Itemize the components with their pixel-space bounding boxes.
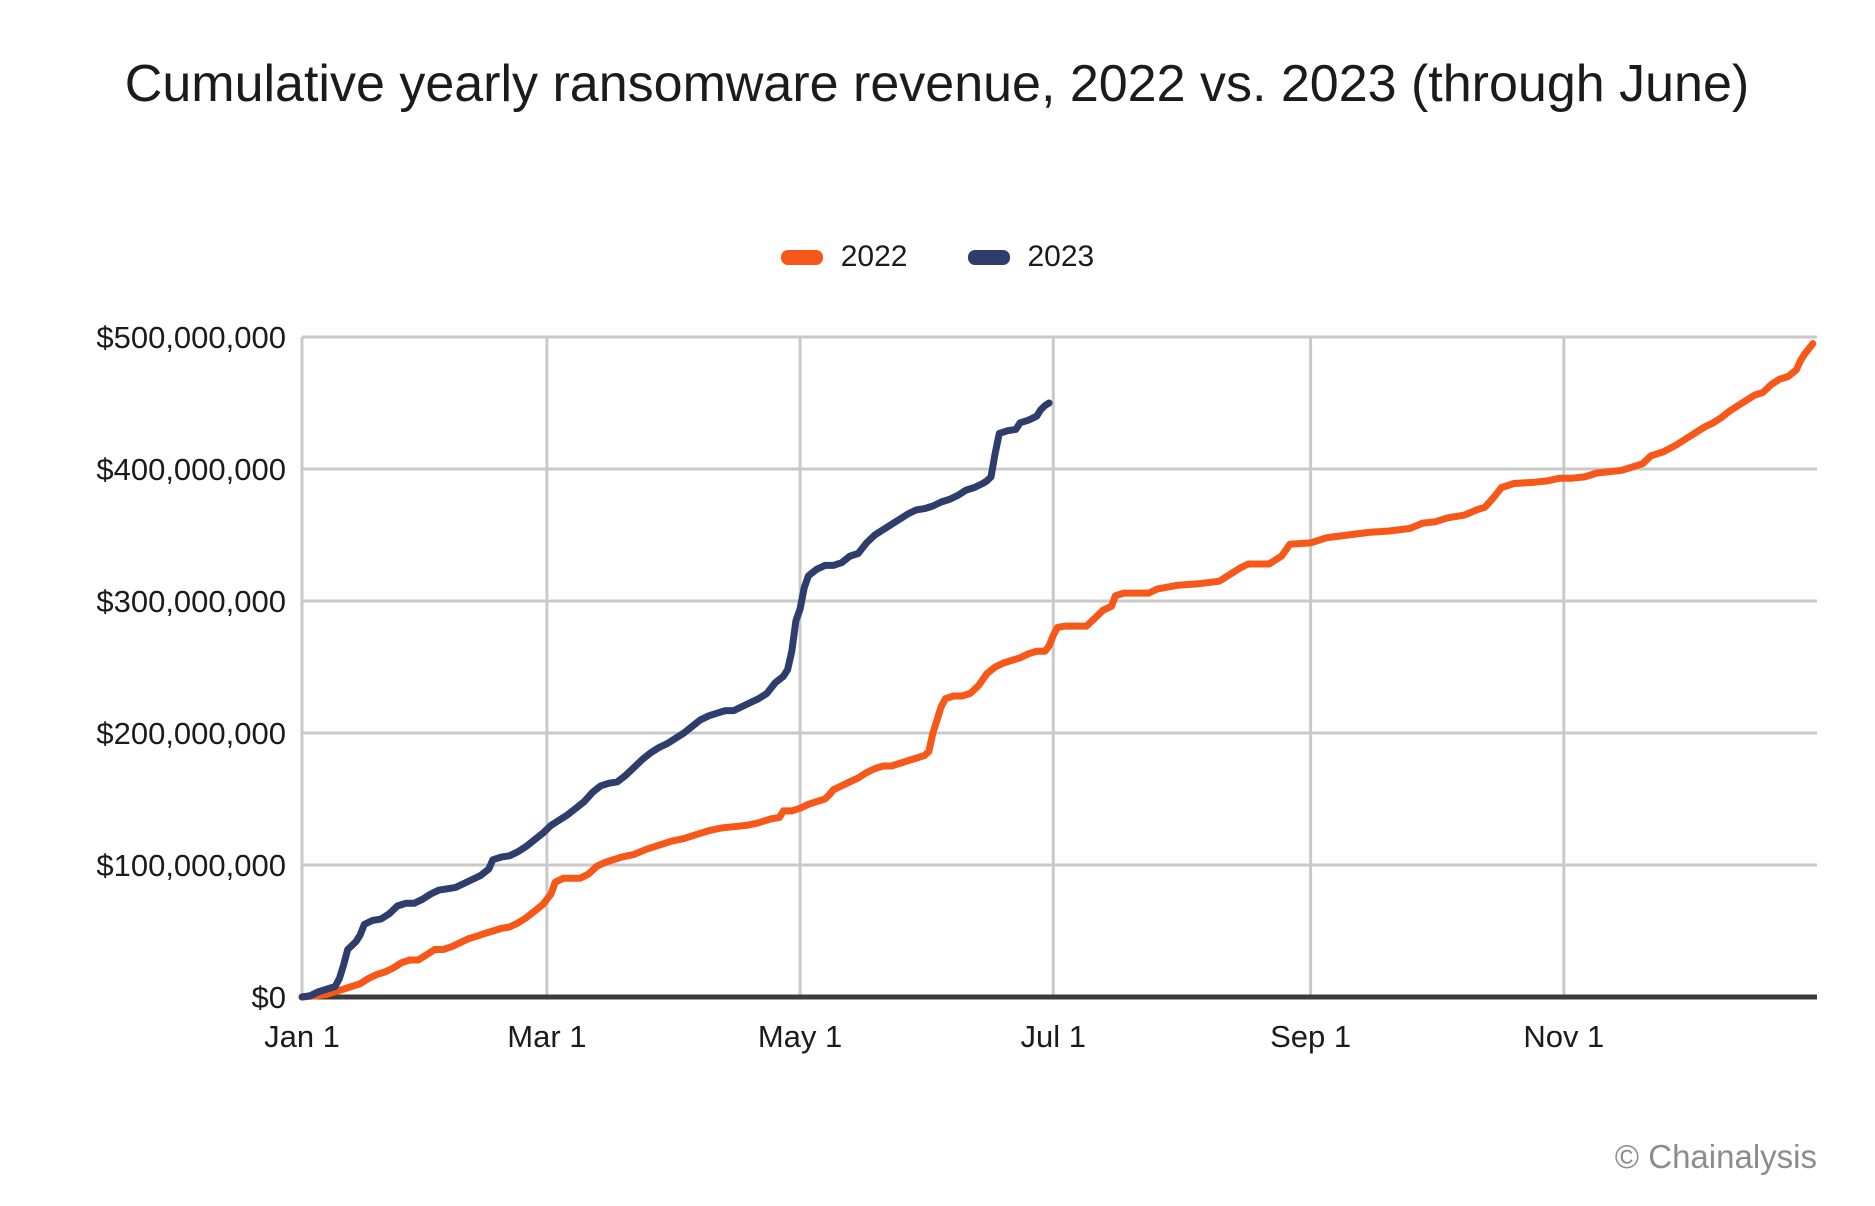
x-tick-label: Jul 1 <box>1021 1019 1086 1054</box>
x-tick-label: Sep 1 <box>1270 1019 1351 1054</box>
y-tick-label: $300,000,000 <box>96 584 286 619</box>
chainalysis-watermark: © Chainalysis <box>1614 1138 1817 1175</box>
legend-swatch-2022 <box>780 249 823 265</box>
x-tick-label: May 1 <box>758 1019 842 1054</box>
legend-item-2023: 2023 <box>967 240 1095 274</box>
legend-label-2023: 2023 <box>1027 240 1095 273</box>
x-tick-label: Jan 1 <box>264 1019 340 1054</box>
y-tick-label: $100,000,000 <box>96 848 286 883</box>
chart-title: Cumulative yearly ransomware revenue, 20… <box>124 55 1750 113</box>
y-tick-label: $200,000,000 <box>96 716 286 751</box>
y-tick-label: $500,000,000 <box>96 320 286 355</box>
legend-label-2022: 2022 <box>840 240 908 273</box>
chart-legend: 2022 2023 <box>0 240 1875 274</box>
y-tick-label: $0 <box>252 980 286 1015</box>
legend-item-2022: 2022 <box>780 240 908 274</box>
x-tick-label: Nov 1 <box>1523 1019 1604 1054</box>
y-tick-label: $400,000,000 <box>96 452 286 487</box>
legend-swatch-2023 <box>967 249 1010 265</box>
series-line-2023 <box>298 399 1053 1001</box>
x-tick-label: Mar 1 <box>507 1019 586 1054</box>
series-line-2022 <box>298 340 1817 1001</box>
